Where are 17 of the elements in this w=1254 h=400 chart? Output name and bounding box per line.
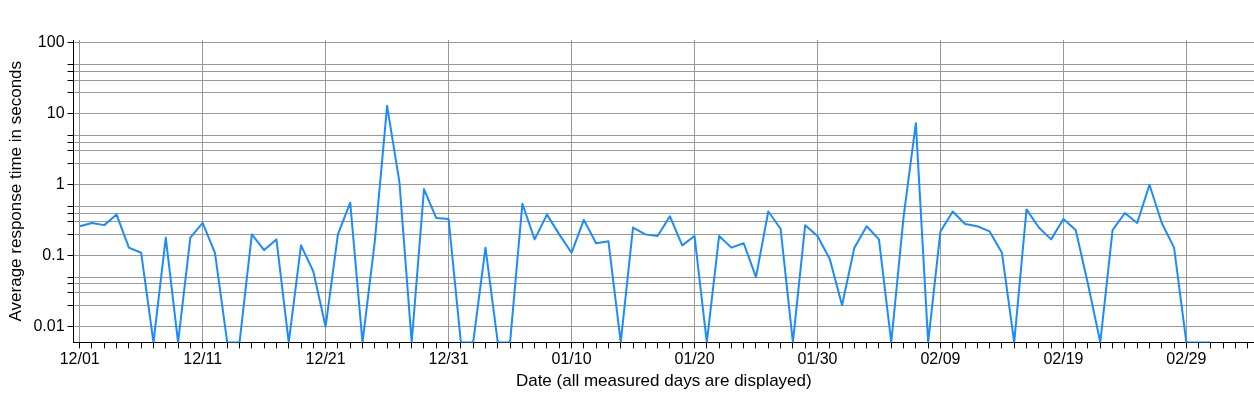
y-tick-label: 0.01 (33, 317, 65, 335)
y-tick-label: 10 (46, 104, 65, 122)
x-axis-title: Date (all measured days are displayed) (515, 371, 812, 391)
x-tick-label: 12/11 (183, 350, 223, 368)
x-tick-label: 01/10 (551, 350, 592, 368)
x-tick-label: 12/21 (305, 350, 346, 368)
x-tick-label: 01/20 (674, 350, 715, 368)
x-tick-label: 02/09 (920, 350, 961, 368)
x-tick-label: 01/30 (797, 350, 838, 368)
x-tick-label: 12/31 (428, 350, 469, 368)
y-tick-label: 100 (37, 33, 65, 51)
x-tick-label: 12/01 (59, 350, 100, 368)
x-tick-label: 02/19 (1043, 350, 1084, 368)
y-tick-label: 1 (55, 175, 65, 193)
x-tick-label: 02/29 (1166, 350, 1207, 368)
y-axis-title: Average response time in seconds (5, 60, 25, 322)
y-tick-label: 0.1 (42, 246, 65, 264)
